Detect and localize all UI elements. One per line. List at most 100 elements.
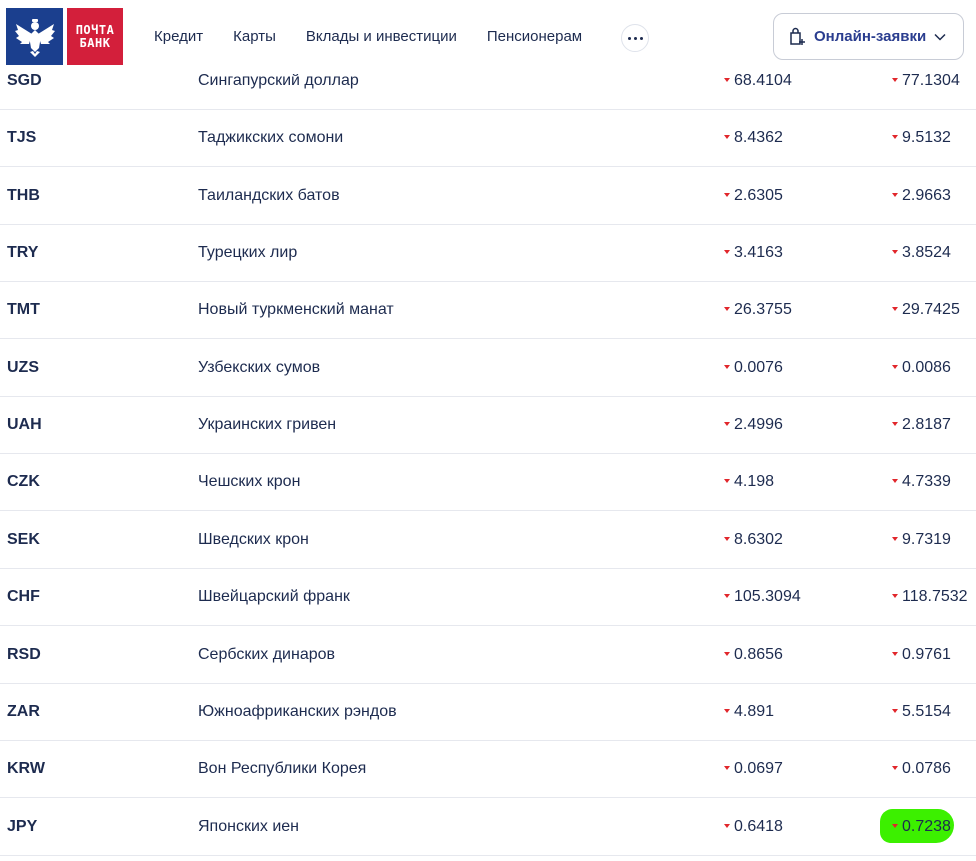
sell-rate: 0.9761 (892, 646, 951, 664)
nav-item-pensioners[interactable]: Пенсионерам (486, 28, 583, 45)
currency-name: Узбекских сумов (198, 359, 321, 376)
main-nav: Кредит Карты Вклады и инвестиции Пенсион… (154, 28, 582, 45)
buy-rate: 2.4996 (724, 416, 783, 434)
table-row: KRW Вон Республики Корея 0.0697 0.0786 (0, 741, 976, 798)
currency-code: CHF (7, 588, 40, 605)
online-applications-button[interactable]: Онлайн-заявки (773, 13, 964, 60)
down-triangle-icon (724, 134, 730, 139)
buy-rate-value: 2.4996 (734, 416, 783, 433)
buy-rate-value: 8.6302 (734, 531, 783, 548)
logo-wordmark[interactable]: ПОЧТА БАНК (67, 8, 123, 65)
down-triangle-icon (892, 306, 898, 311)
down-triangle-icon (724, 823, 730, 828)
buy-rate-value: 26.3755 (734, 301, 792, 318)
sell-rate: 118.7532 (892, 588, 968, 606)
down-triangle-icon (892, 765, 898, 770)
currency-name: Таджикских сомони (198, 129, 344, 146)
buy-rate-value: 4.891 (734, 703, 775, 720)
sell-rate: 29.7425 (892, 301, 960, 319)
down-triangle-icon (892, 823, 898, 828)
sell-rate-value: 4.7339 (902, 473, 951, 490)
sell-rate-value: 0.9761 (902, 646, 951, 663)
sell-rate: 77.1304 (892, 72, 960, 90)
sell-rate: 9.7319 (892, 531, 951, 549)
table-row: THB Таиландских батов 2.6305 2.9663 (0, 168, 976, 225)
currency-code: CZK (7, 473, 40, 490)
table-row: SEK Шведских крон 8.6302 9.7319 (0, 512, 976, 569)
down-triangle-icon (724, 77, 730, 82)
sell-rate-value: 9.7319 (902, 531, 951, 548)
table-row: SGD Сингапурский доллар 68.4104 77.1304 (0, 53, 976, 110)
table-row: UAH Украинских гривен 2.4996 2.8187 (0, 397, 976, 454)
down-triangle-icon (724, 651, 730, 656)
buy-rate-value: 68.4104 (734, 72, 792, 89)
down-triangle-icon (892, 249, 898, 254)
currency-code: RSD (7, 646, 41, 663)
down-triangle-icon (724, 765, 730, 770)
more-dots-icon[interactable] (621, 24, 649, 52)
sell-rate-value: 9.5132 (902, 129, 951, 146)
buy-rate: 4.198 (724, 473, 774, 491)
buy-rate: 8.6302 (724, 531, 783, 549)
table-row: ZAR Южноафриканских рэндов 4.891 5.5154 (0, 684, 976, 741)
sell-rate-value: 2.8187 (902, 416, 951, 433)
sell-rate: 0.0086 (892, 359, 951, 377)
buy-rate: 8.4362 (724, 129, 783, 147)
buy-rate: 26.3755 (724, 301, 792, 319)
sell-rate-value: 2.9663 (902, 187, 951, 204)
currency-code: SGD (7, 72, 42, 89)
buy-rate: 68.4104 (724, 72, 792, 90)
sell-rate-value: 118.7532 (902, 588, 968, 605)
nav-item-credit[interactable]: Кредит (154, 28, 204, 45)
down-triangle-icon (892, 536, 898, 541)
sell-rate-value: 77.1304 (902, 72, 960, 89)
buy-rate-value: 3.4163 (734, 244, 783, 261)
currency-name: Сербских динаров (198, 646, 336, 663)
buy-rate-value: 4.198 (734, 473, 775, 490)
currency-name: Японских иен (198, 818, 300, 835)
down-triangle-icon (892, 134, 898, 139)
sell-rate-value: 0.0086 (902, 359, 951, 376)
sell-rate-value: 5.5154 (902, 703, 951, 720)
buy-rate: 0.8656 (724, 646, 783, 664)
table-row: RSD Сербских динаров 0.8656 0.9761 (0, 627, 976, 684)
buy-rate-value: 0.6418 (734, 818, 783, 835)
down-triangle-icon (892, 651, 898, 656)
table-row: JPY Японских иен 0.6418 0.7238 (0, 799, 976, 856)
sell-rate: 2.8187 (892, 416, 951, 434)
sell-rate: 3.8524 (892, 244, 951, 262)
table-row: TJS Таджикских сомони 8.4362 9.5132 (0, 110, 976, 167)
down-triangle-icon (724, 249, 730, 254)
buy-rate-value: 0.0697 (734, 760, 783, 777)
buy-rate: 3.4163 (724, 244, 783, 262)
sell-rate-value: 0.7238 (902, 818, 951, 835)
buy-rate: 0.0697 (724, 760, 783, 778)
currency-code: ZAR (7, 703, 40, 720)
down-triangle-icon (892, 192, 898, 197)
buy-rate-value: 105.3094 (734, 588, 801, 605)
eagle-emblem-icon[interactable] (6, 8, 63, 65)
table-row: CHF Швейцарский франк 105.3094 118.7532 (0, 569, 976, 626)
sell-rate: 0.0786 (892, 760, 951, 778)
down-triangle-icon (724, 478, 730, 483)
down-triangle-icon (724, 593, 730, 598)
buy-rate-value: 8.4362 (734, 129, 783, 146)
down-triangle-icon (724, 708, 730, 713)
currency-code: KRW (7, 760, 45, 777)
currency-code: TJS (7, 129, 37, 146)
nav-item-deposits[interactable]: Вклады и инвестиции (305, 28, 457, 45)
currency-code: TRY (7, 244, 39, 261)
currency-name: Украинских гривен (198, 416, 337, 433)
buy-rate-value: 2.6305 (734, 187, 783, 204)
down-triangle-icon (892, 478, 898, 483)
currency-code: UAH (7, 416, 42, 433)
down-triangle-icon (724, 536, 730, 541)
buy-rate: 0.0076 (724, 359, 783, 377)
sell-rate-value: 29.7425 (902, 301, 960, 318)
down-triangle-icon (892, 421, 898, 426)
currency-code: SEK (7, 531, 40, 548)
currency-name: Турецких лир (198, 244, 298, 261)
down-triangle-icon (724, 306, 730, 311)
nav-item-cards[interactable]: Карты (233, 28, 276, 45)
down-triangle-icon (892, 364, 898, 369)
